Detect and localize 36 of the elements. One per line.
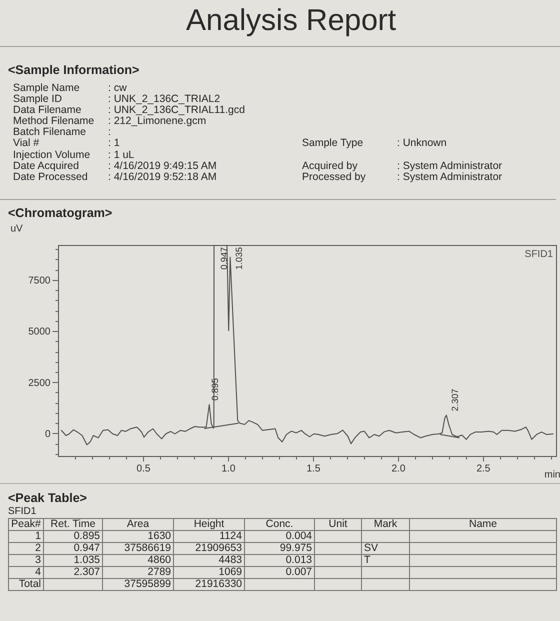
y-axis-title: uV bbox=[10, 224, 24, 234]
annotation: 0.947 bbox=[218, 247, 229, 270]
y-tick-label: 7500 bbox=[28, 275, 51, 286]
x-tick-label: 0.5 bbox=[136, 464, 151, 474]
text: <Peak Table> bbox=[8, 490, 88, 506]
x-tick-label: 2.5 bbox=[476, 464, 491, 474]
text: Batch Filename : bbox=[13, 126, 111, 138]
y-tick-label: 0 bbox=[44, 428, 51, 440]
text: Vial # : 1 Sample Type : Unknown bbox=[13, 137, 447, 150]
text: 3 1.035 4860 4483 0.013 T bbox=[35, 554, 370, 566]
text: Total 37595899 21916330 bbox=[18, 578, 242, 590]
text: SFID1 bbox=[524, 249, 554, 260]
text: Sample ID : UNK_2_136C_TRIAL2 bbox=[13, 93, 220, 106]
x-tick-label: 2.0 bbox=[391, 464, 406, 474]
x-axis-title: min bbox=[544, 470, 560, 480]
annotation: 2.307 bbox=[450, 388, 460, 412]
text: <Sample Information> bbox=[8, 62, 140, 78]
y-tick-label: 5000 bbox=[28, 326, 51, 338]
text: Sample Name : cw bbox=[13, 82, 127, 94]
text: SFID1 bbox=[8, 506, 38, 518]
y-tick-label: 2500 bbox=[28, 378, 51, 389]
text: Injection Volume : 1 uL bbox=[13, 148, 134, 161]
text: 1 0.895 1630 1124 0.004 bbox=[35, 530, 312, 542]
annotation: 1.035 bbox=[234, 247, 244, 270]
text: Method Filename : 212_Limonene.gcm bbox=[13, 115, 206, 128]
text: Peak# Ret. Time Area Height Conc. Unit Mark Name bbox=[11, 518, 497, 530]
x-tick-label: 1.5 bbox=[306, 464, 321, 474]
text: Date Processed : 4/16/2019 9:52:18 AM Processed by : System Administrator bbox=[13, 170, 502, 183]
text: 4 2.307 2789 1069 0.007 bbox=[35, 566, 312, 578]
text: Date Acquired : 4/16/2019 9:49:15 AM Acquired by : System Administrator bbox=[13, 160, 502, 172]
text: 2 0.947 37586619 21909653 99.975 SV bbox=[35, 542, 378, 554]
annotation: 0.895 bbox=[210, 378, 220, 401]
text: Data Filename : UNK_2_136C_TRIAL11.gcd bbox=[13, 104, 245, 116]
chart-title: Analysis Report bbox=[186, 3, 396, 39]
x-tick-label: 1.0 bbox=[222, 464, 236, 474]
text: <Chromatogram> bbox=[0, 198, 556, 221]
